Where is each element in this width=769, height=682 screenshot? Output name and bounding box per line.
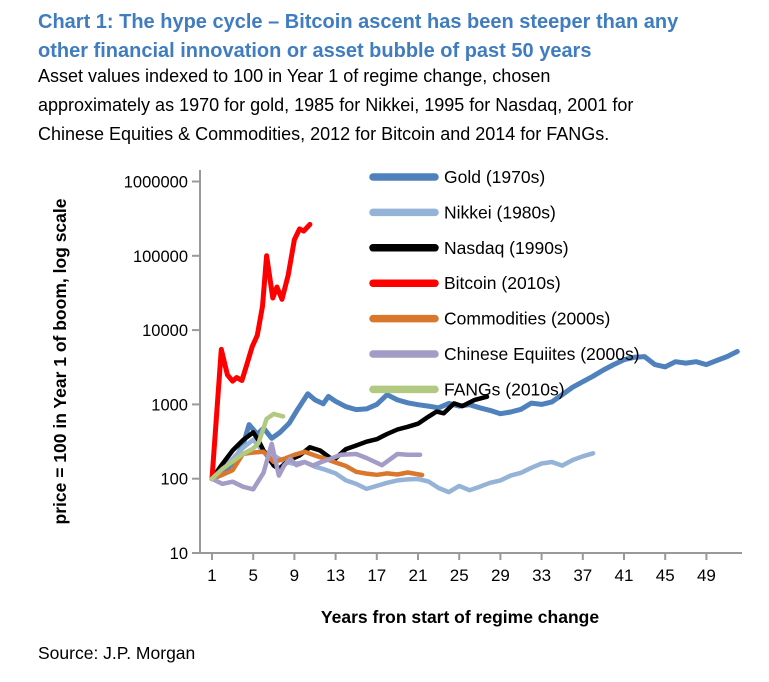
legend-item-commodities: Commodities (2000s) bbox=[369, 309, 610, 329]
chart-title: Chart 1: The hype cycle – Bitcoin ascent… bbox=[38, 8, 760, 66]
chart-subtitle: Asset values indexed to 100 in Year 1 of… bbox=[38, 62, 760, 149]
legend-label-chinese-equiites: Chinese Equiites (2000s) bbox=[444, 344, 640, 364]
x-tick-label: 17 bbox=[367, 566, 386, 585]
x-tick-label: 33 bbox=[532, 566, 551, 585]
x-tick-label: 21 bbox=[409, 566, 428, 585]
x-tick-label: 9 bbox=[290, 566, 299, 585]
legend: Gold (1970s) Nikkei (1980s) Nasdaq (1990s)… bbox=[369, 167, 640, 399]
y-tick-label: 10000 bbox=[142, 322, 188, 340]
legend-label-nasdaq: Nasdaq (1990s) bbox=[444, 238, 569, 258]
y-tick-label: 100 bbox=[160, 471, 188, 489]
series-line-bitcoin bbox=[209, 221, 313, 482]
legend-item-gold: Gold (1970s) bbox=[369, 167, 545, 187]
y-tick-label: 100000 bbox=[133, 248, 188, 266]
chart-subtitle-line-3: Chinese Equities & Commodities, 2012 for… bbox=[38, 124, 610, 144]
legend-item-bitcoin: Bitcoin (2010s) bbox=[369, 273, 561, 293]
chart-subtitle-line-1: Asset values indexed to 100 in Year 1 of… bbox=[38, 66, 551, 86]
x-tick-label: 49 bbox=[697, 566, 716, 585]
hype-cycle-line-chart: 10 100 1000 10000 100000 1000000 1 5 9 13 17 21 25 29… bbox=[50, 167, 742, 627]
chart-subtitle-line-2: approximately as 1970 for gold, 1985 for… bbox=[38, 95, 634, 115]
x-tick-label: 25 bbox=[450, 566, 469, 585]
source-attribution: Source: J.P. Morgan bbox=[38, 643, 196, 663]
legend-label-nikkei: Nikkei (1980s) bbox=[444, 202, 556, 222]
x-tick-label: 13 bbox=[326, 566, 345, 585]
legend-item-fangs: FANGs (2010s) bbox=[369, 379, 565, 399]
x-tick-label: 37 bbox=[573, 566, 592, 585]
x-tick-label: 45 bbox=[656, 566, 675, 585]
series-line-fangs bbox=[209, 411, 286, 481]
x-tick-label: 1 bbox=[207, 566, 216, 585]
series-line-nasdaq bbox=[209, 394, 490, 481]
chart-title-line-1: Chart 1: The hype cycle – Bitcoin ascent… bbox=[38, 11, 679, 33]
legend-label-fangs: FANGs (2010s) bbox=[444, 379, 565, 399]
legend-item-nikkei: Nikkei (1980s) bbox=[369, 202, 556, 222]
x-tick-label: 29 bbox=[491, 566, 510, 585]
x-tick-label: 5 bbox=[248, 566, 257, 585]
series-line-chinese-equiites bbox=[209, 441, 423, 492]
legend-label-commodities: Commodities (2000s) bbox=[444, 309, 610, 329]
y-axis-title: price = 100 in Year 1 of boom, log scale bbox=[50, 198, 70, 524]
y-tick-label: 10 bbox=[170, 545, 188, 563]
legend-label-gold: Gold (1970s) bbox=[444, 167, 545, 187]
y-tick-label: 1000000 bbox=[124, 174, 188, 192]
x-axis-title: Years fron start of regime change bbox=[321, 607, 599, 627]
y-tick-label: 1000 bbox=[151, 396, 188, 414]
x-tick-label: 41 bbox=[615, 566, 634, 585]
legend-label-bitcoin: Bitcoin (2010s) bbox=[444, 273, 561, 293]
legend-item-chinese-equiites: Chinese Equiites (2000s) bbox=[369, 344, 640, 364]
chart-title-line-2: other financial innovation or asset bubb… bbox=[38, 40, 592, 62]
legend-item-nasdaq: Nasdaq (1990s) bbox=[369, 238, 569, 258]
